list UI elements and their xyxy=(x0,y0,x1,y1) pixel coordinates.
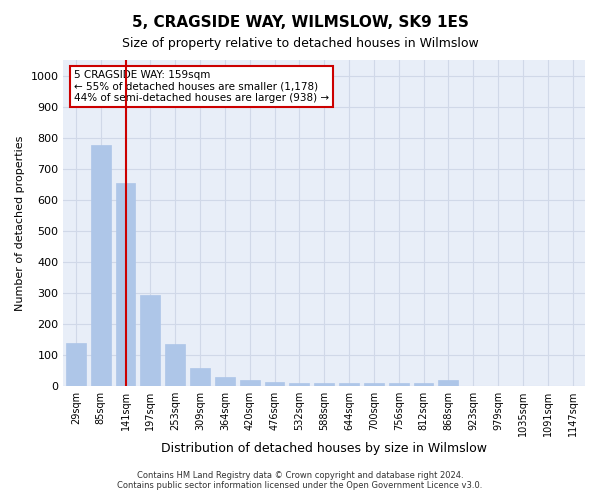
Bar xyxy=(265,382,284,386)
Bar xyxy=(314,383,334,386)
Bar xyxy=(91,146,110,386)
Bar xyxy=(289,383,310,386)
Bar xyxy=(389,383,409,386)
Text: Contains HM Land Registry data © Crown copyright and database right 2024.
Contai: Contains HM Land Registry data © Crown c… xyxy=(118,470,482,490)
Y-axis label: Number of detached properties: Number of detached properties xyxy=(15,136,25,311)
Bar xyxy=(240,380,260,386)
Bar xyxy=(66,342,86,386)
Bar xyxy=(439,380,458,386)
Bar xyxy=(140,295,160,386)
Bar xyxy=(215,377,235,386)
Bar xyxy=(339,383,359,386)
Bar xyxy=(165,344,185,386)
X-axis label: Distribution of detached houses by size in Wilmslow: Distribution of detached houses by size … xyxy=(161,442,487,455)
Bar xyxy=(413,383,433,386)
Bar xyxy=(116,182,136,386)
Text: Size of property relative to detached houses in Wilmslow: Size of property relative to detached ho… xyxy=(122,38,478,51)
Text: 5, CRAGSIDE WAY, WILMSLOW, SK9 1ES: 5, CRAGSIDE WAY, WILMSLOW, SK9 1ES xyxy=(131,15,469,30)
Bar xyxy=(190,368,210,386)
Bar xyxy=(364,383,384,386)
Text: 5 CRAGSIDE WAY: 159sqm
← 55% of detached houses are smaller (1,178)
44% of semi-: 5 CRAGSIDE WAY: 159sqm ← 55% of detached… xyxy=(74,70,329,103)
